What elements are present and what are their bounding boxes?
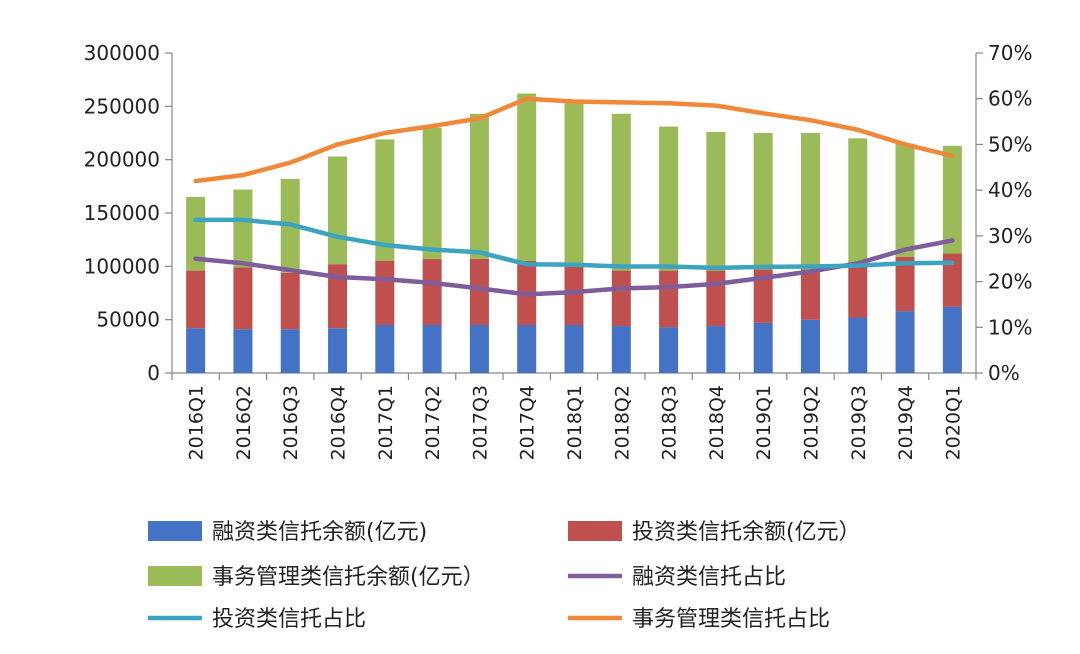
bar-investment-2017Q1 bbox=[375, 261, 395, 325]
bar-management-2019Q1 bbox=[753, 133, 773, 270]
y-right-tick-label: 0% bbox=[988, 361, 1020, 385]
y-right-tick-label: 20% bbox=[988, 270, 1032, 294]
x-tick-label: 2016Q1 bbox=[186, 385, 208, 460]
bar-management-2019Q3 bbox=[848, 138, 868, 265]
bar-management-2018Q2 bbox=[611, 113, 631, 271]
bar-management-2016Q1 bbox=[186, 197, 206, 271]
bar-financing-2017Q2 bbox=[422, 325, 442, 373]
bar-management-2018Q3 bbox=[659, 126, 679, 271]
legend-swatch-bar bbox=[148, 566, 202, 586]
line-investment-share bbox=[193, 217, 955, 271]
legend-label: 投资类信托占比 bbox=[212, 607, 366, 632]
bar-management-2018Q4 bbox=[706, 131, 726, 271]
y-right-tick-label: 30% bbox=[988, 224, 1032, 248]
y-left-tick-label: 250000 bbox=[84, 94, 160, 118]
y-left-tick-label: 50000 bbox=[96, 308, 160, 332]
legend-swatch-bar bbox=[568, 521, 622, 541]
bar-management-2017Q2 bbox=[422, 127, 442, 259]
y-left-tick-label: 0 bbox=[147, 361, 160, 385]
bar-financing-2017Q4 bbox=[517, 325, 537, 373]
y-left-tick-label: 100000 bbox=[84, 254, 160, 278]
legend-label: 事务管理类信托余额(亿元） bbox=[212, 565, 485, 590]
x-tick-label: 2018Q3 bbox=[659, 385, 681, 460]
bar-management-2016Q4 bbox=[328, 156, 348, 265]
x-tick-label: 2019Q2 bbox=[800, 385, 822, 460]
bar-investment-2017Q3 bbox=[469, 258, 489, 325]
x-tick-label: 2016Q3 bbox=[280, 385, 302, 460]
x-tick-label: 2019Q3 bbox=[848, 385, 870, 460]
bar-management-2019Q2 bbox=[800, 133, 820, 270]
bar-investment-2016Q1 bbox=[186, 270, 206, 329]
legend-label: 融资类信托占比 bbox=[632, 565, 786, 590]
bar-financing-2019Q2 bbox=[800, 319, 820, 373]
x-tick-label: 2017Q3 bbox=[469, 385, 491, 460]
x-tick-label: 2017Q4 bbox=[517, 385, 539, 460]
x-tick-label: 2017Q1 bbox=[375, 385, 397, 460]
y-right-tick-label: 50% bbox=[988, 132, 1032, 156]
bar-investment-2016Q2 bbox=[233, 267, 253, 330]
bar-financing-2017Q1 bbox=[375, 325, 395, 373]
y-right-tick-label: 60% bbox=[988, 87, 1032, 111]
bar-investment-2020Q1 bbox=[942, 253, 962, 307]
bar-financing-2018Q1 bbox=[564, 325, 584, 373]
bar-financing-2016Q1 bbox=[186, 328, 206, 373]
bar-investment-2018Q3 bbox=[659, 270, 679, 328]
y-left-tick-label: 150000 bbox=[84, 201, 160, 225]
x-tick-label: 2017Q2 bbox=[422, 385, 444, 460]
bar-investment-2019Q2 bbox=[800, 269, 820, 320]
x-tick-label: 2018Q2 bbox=[611, 385, 633, 460]
bar-investment-2019Q1 bbox=[753, 269, 773, 323]
bar-financing-2019Q4 bbox=[895, 311, 915, 373]
bar-financing-2020Q1 bbox=[942, 306, 962, 373]
bar-investment-2019Q3 bbox=[848, 264, 868, 318]
bar-investment-2016Q3 bbox=[280, 272, 300, 330]
x-tick-label: 2018Q1 bbox=[564, 385, 586, 460]
bar-financing-2018Q4 bbox=[706, 326, 726, 373]
bar-management-2018Q1 bbox=[564, 103, 584, 264]
bar-financing-2017Q3 bbox=[469, 325, 489, 373]
bar-financing-2019Q3 bbox=[848, 317, 868, 373]
x-tick-label: 2019Q1 bbox=[753, 385, 775, 460]
bar-financing-2018Q3 bbox=[659, 327, 679, 373]
bar-financing-2018Q2 bbox=[611, 326, 631, 373]
line-financing-share bbox=[193, 238, 955, 297]
bar-investment-2018Q4 bbox=[706, 270, 726, 327]
legend-swatch-bar bbox=[148, 521, 202, 541]
bar-management-2020Q1 bbox=[942, 145, 962, 254]
y-right-tick-label: 10% bbox=[988, 315, 1032, 339]
bar-investment-2016Q4 bbox=[328, 264, 348, 329]
bar-investment-2018Q2 bbox=[611, 270, 631, 327]
y-left-tick-label: 300000 bbox=[84, 41, 160, 65]
bar-financing-2016Q2 bbox=[233, 329, 253, 373]
y-left-tick-label: 200000 bbox=[84, 148, 160, 172]
x-tick-label: 2018Q4 bbox=[706, 385, 728, 460]
bar-financing-2016Q3 bbox=[280, 329, 300, 373]
legend-label: 融资类信托余额(亿元) bbox=[212, 520, 427, 545]
bar-investment-2017Q2 bbox=[422, 258, 442, 325]
x-tick-label: 2016Q4 bbox=[328, 385, 350, 460]
x-tick-label: 2016Q2 bbox=[233, 385, 255, 460]
bar-management-2017Q1 bbox=[375, 139, 395, 261]
bar-financing-2019Q1 bbox=[753, 322, 773, 373]
bar-investment-2019Q4 bbox=[895, 256, 915, 312]
x-tick-label: 2020Q1 bbox=[942, 385, 964, 460]
legend-label: 投资类信托余额(亿元） bbox=[632, 520, 861, 545]
x-tick-label: 2019Q4 bbox=[895, 385, 917, 460]
y-right-tick-label: 40% bbox=[988, 178, 1032, 202]
bar-management-2017Q4 bbox=[517, 93, 537, 262]
line-management-share bbox=[193, 96, 955, 184]
bar-management-2016Q2 bbox=[233, 189, 253, 268]
bar-financing-2016Q4 bbox=[328, 328, 348, 373]
y-right-tick-label: 70% bbox=[988, 41, 1032, 65]
bar-management-2019Q4 bbox=[895, 143, 915, 257]
legend-label: 事务管理类信托占比 bbox=[632, 607, 830, 632]
bar-management-2017Q3 bbox=[469, 113, 489, 259]
